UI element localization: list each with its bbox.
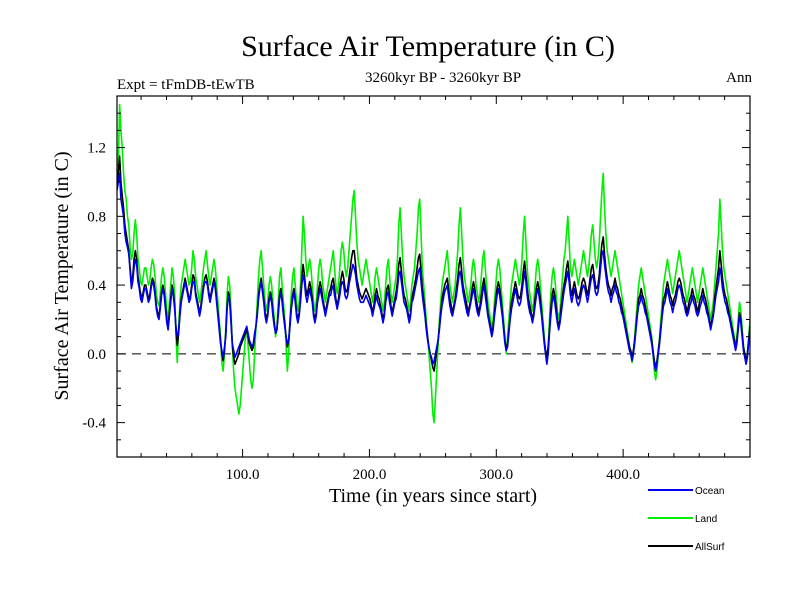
chart-title: Surface Air Temperature (in C) [241,30,615,63]
legend-label-allsurf: AllSurf [695,542,725,553]
axis-ticks: 100.0 200.0 300.0 400.0 -0.4 0.0 0.4 0.8 1.2 [82,96,750,483]
plot-frame [116,95,751,458]
legend-label-ocean: Ocean [695,486,724,497]
series-line-land [117,103,750,424]
x-tick-label: 400.0 [606,467,640,483]
chart-subtitle: 3260kyr BP - 3260kyr BP [365,70,521,86]
x-tick-label: 200.0 [353,467,387,483]
x-axis-label: Time (in years since start) [329,485,537,507]
x-tick-label: 100.0 [226,467,260,483]
y-tick-label: 0.8 [87,209,106,225]
y-tick-label: 0.4 [87,278,106,294]
series-line-allsurf [117,155,750,372]
period-label: Ann [726,70,752,86]
x-tick-label: 300.0 [479,467,513,483]
expt-label: Expt = tFmDB-tEwTB [117,77,255,93]
series-line-ocean [117,172,750,372]
plot-area [116,95,751,458]
y-axis-label: Surface Air Temperature (in C) [51,151,73,400]
y-tick-label: 1.2 [87,141,106,157]
y-tick-label: 0.0 [87,347,106,363]
y-tick-label: -0.4 [82,416,106,432]
legend: Ocean Land AllSurf [648,486,725,553]
legend-label-land: Land [695,514,717,525]
